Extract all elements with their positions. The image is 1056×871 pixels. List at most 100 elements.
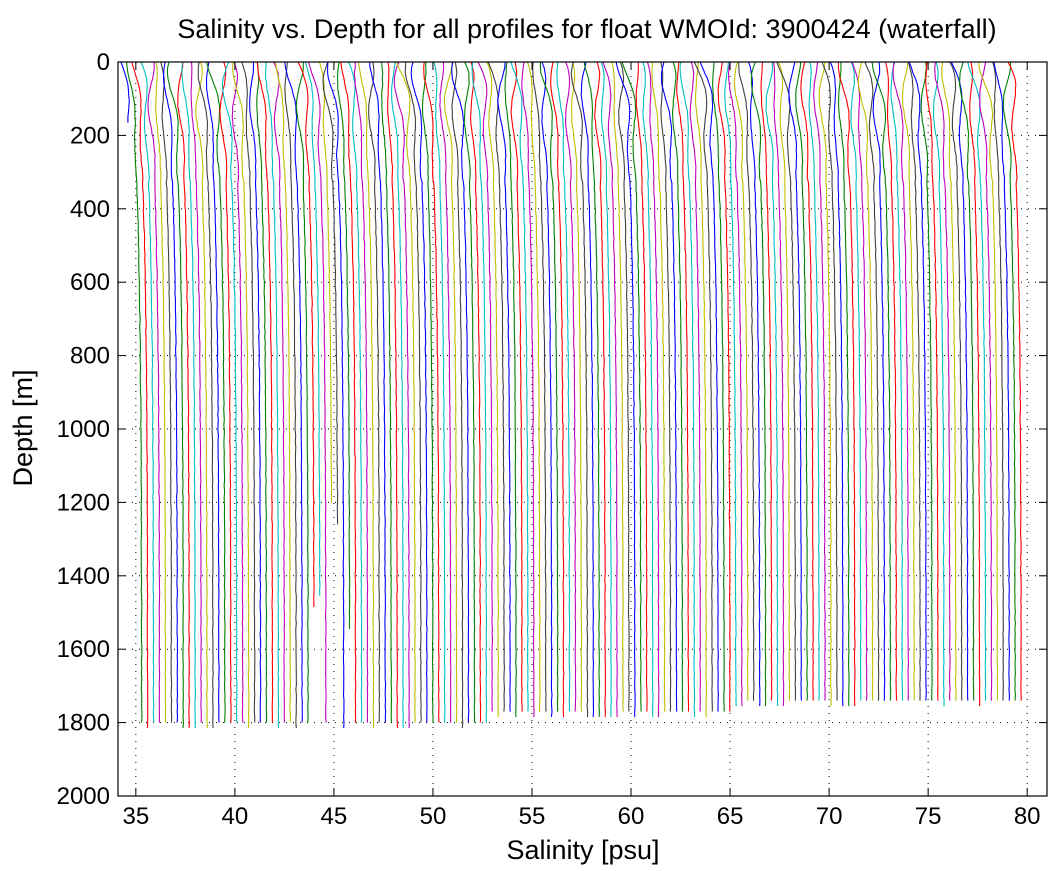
profile-line (391, 61, 404, 729)
y-tick-label: 2000 (57, 783, 110, 810)
profile-line (642, 61, 654, 718)
profile-line (941, 61, 957, 701)
profile-line (421, 61, 434, 723)
profile-line (671, 61, 684, 712)
profile-line (221, 61, 238, 723)
profile-line (594, 61, 606, 718)
profile-line (776, 61, 797, 701)
profile-line (532, 61, 547, 712)
profile-line (857, 61, 874, 701)
profile-line (256, 61, 268, 723)
profile-line (750, 61, 767, 707)
profile-line (920, 61, 933, 701)
profile-line (510, 61, 523, 712)
profile-line (357, 61, 375, 729)
x-tick-label: 40 (222, 803, 249, 830)
profile-line (451, 61, 464, 729)
profile-line (205, 61, 220, 723)
profile-line (439, 61, 452, 723)
profile-line (539, 62, 559, 712)
profile-line (166, 61, 185, 729)
profile-line (884, 61, 898, 701)
profile-line (611, 61, 624, 712)
profile-line (679, 61, 696, 718)
x-tick-label: 45 (321, 803, 348, 830)
profile-line (570, 61, 589, 718)
profile-line (231, 61, 244, 723)
profile-line (1002, 62, 1016, 701)
profile-line (510, 61, 529, 712)
profile-line (486, 61, 499, 718)
profile-line (949, 61, 963, 701)
profile-line (699, 61, 719, 712)
profile-line (992, 61, 1004, 701)
profile-line (908, 61, 927, 701)
x-tick-label: 75 (915, 803, 942, 830)
profile-line (256, 61, 274, 723)
profile-line (733, 61, 749, 701)
profile-line (1007, 61, 1022, 701)
profile-line (728, 61, 743, 707)
profile-line (651, 61, 666, 712)
profile-line (978, 61, 999, 701)
profile-line (162, 61, 179, 723)
y-axis-label: Depth [m] (8, 369, 38, 486)
profile-line (932, 61, 945, 707)
y-tick-label: 0 (97, 49, 110, 76)
profile-line (934, 61, 951, 701)
profile-line (621, 61, 642, 712)
profile-line (800, 61, 814, 701)
profile-line (969, 61, 981, 707)
profile-line (778, 61, 791, 701)
profile-line (190, 61, 202, 723)
profile-line (760, 61, 773, 701)
profile-line (837, 62, 856, 707)
x-tick-label: 70 (816, 803, 843, 830)
profile-line (487, 61, 505, 712)
y-tick-label: 1600 (57, 636, 110, 663)
profile-line (195, 61, 208, 729)
profile-line (712, 61, 725, 712)
profile-line (497, 61, 511, 712)
profile-line (307, 61, 327, 723)
profile-line (871, 61, 892, 701)
profile-line (197, 61, 214, 729)
profile-line (273, 61, 286, 723)
profile-line (795, 61, 808, 701)
profile-line (851, 61, 868, 701)
profile-line (521, 61, 535, 718)
profile-line (348, 61, 363, 723)
y-tick-label: 200 (70, 122, 110, 149)
profile-line (618, 61, 630, 712)
profile-line (958, 61, 975, 701)
profile-line (829, 61, 844, 707)
profile-line (808, 61, 820, 701)
profile-line (297, 61, 315, 608)
profile-line (140, 61, 155, 723)
profile-line (765, 61, 779, 707)
profile-line (993, 61, 1010, 701)
profile-line (864, 61, 880, 701)
profile-line (181, 61, 196, 729)
profile-line (353, 61, 369, 723)
profile-line (717, 61, 731, 712)
profile-line (423, 61, 440, 723)
profile-line (231, 61, 250, 729)
profile-line (564, 61, 577, 712)
profile-line (471, 61, 488, 723)
profile-line (907, 61, 921, 701)
profile-line (818, 61, 832, 707)
profile-line (381, 61, 393, 723)
profile-line (902, 61, 915, 701)
profile-line (160, 61, 173, 723)
profile-line (126, 61, 143, 723)
profile-line (393, 61, 410, 729)
profile-line (556, 61, 571, 712)
profile-line (410, 61, 428, 723)
profile-line (813, 61, 826, 701)
profile-line (265, 61, 280, 729)
profile-line (318, 61, 333, 503)
profile-line (967, 61, 987, 701)
profile-line (550, 61, 565, 718)
